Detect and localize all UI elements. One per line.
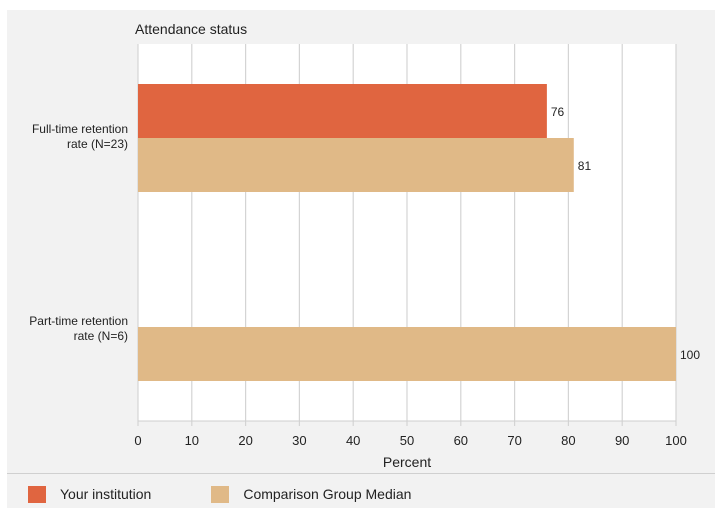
bar-your-institution-0 <box>138 84 547 138</box>
x-tick-label-100: 100 <box>665 433 687 448</box>
chart-title: Attendance status <box>135 21 247 37</box>
x-tick-label-30: 30 <box>292 433 306 448</box>
bar-comparison-median-0 <box>138 138 574 192</box>
legend-separator <box>7 473 715 474</box>
x-tick-label-10: 10 <box>185 433 199 448</box>
x-tick-label-40: 40 <box>346 433 360 448</box>
category-label-1-line-0: Part-time retention <box>29 314 128 328</box>
x-tick-label-70: 70 <box>507 433 521 448</box>
x-tick-label-0: 0 <box>134 433 141 448</box>
x-tick-label-80: 80 <box>561 433 575 448</box>
x-tick-label-20: 20 <box>238 433 252 448</box>
legend-swatch-your-institution <box>28 485 46 503</box>
category-label-1-line-1: rate (N=6) <box>74 329 128 343</box>
x-tick-label-90: 90 <box>615 433 629 448</box>
category-label-0-line-1: rate (N=23) <box>67 137 128 151</box>
x-tick-label-50: 50 <box>400 433 414 448</box>
category-label-0-line-0: Full-time retention <box>32 122 128 136</box>
legend-swatch-comparison-group-median <box>211 485 230 503</box>
data-label-1-0: 81 <box>578 159 592 173</box>
bars: 76 81 100 <box>138 84 700 381</box>
x-tick-label-60: 60 <box>454 433 468 448</box>
bar-comparison-median-1 <box>138 327 676 381</box>
data-label-1-1: 100 <box>680 348 700 362</box>
data-label-0-0: 76 <box>551 105 565 119</box>
x-tick-labels: 0 10 20 30 40 50 60 70 80 90 100 <box>134 433 686 448</box>
legend-label-comparison-group-median: Comparison Group Median <box>243 486 412 502</box>
legend-item-comparison-group-median: Comparison Group Median <box>211 485 412 503</box>
x-axis-label: Percent <box>383 454 431 470</box>
legend-item-your-institution: Your institution <box>28 485 152 503</box>
legend: Your institution Comparison Group Median <box>28 484 471 504</box>
bar-chart: 76 81 100 0 10 20 30 40 50 60 70 80 90 100 Full-time… <box>29 21 700 470</box>
legend-label-your-institution: Your institution <box>60 486 152 502</box>
